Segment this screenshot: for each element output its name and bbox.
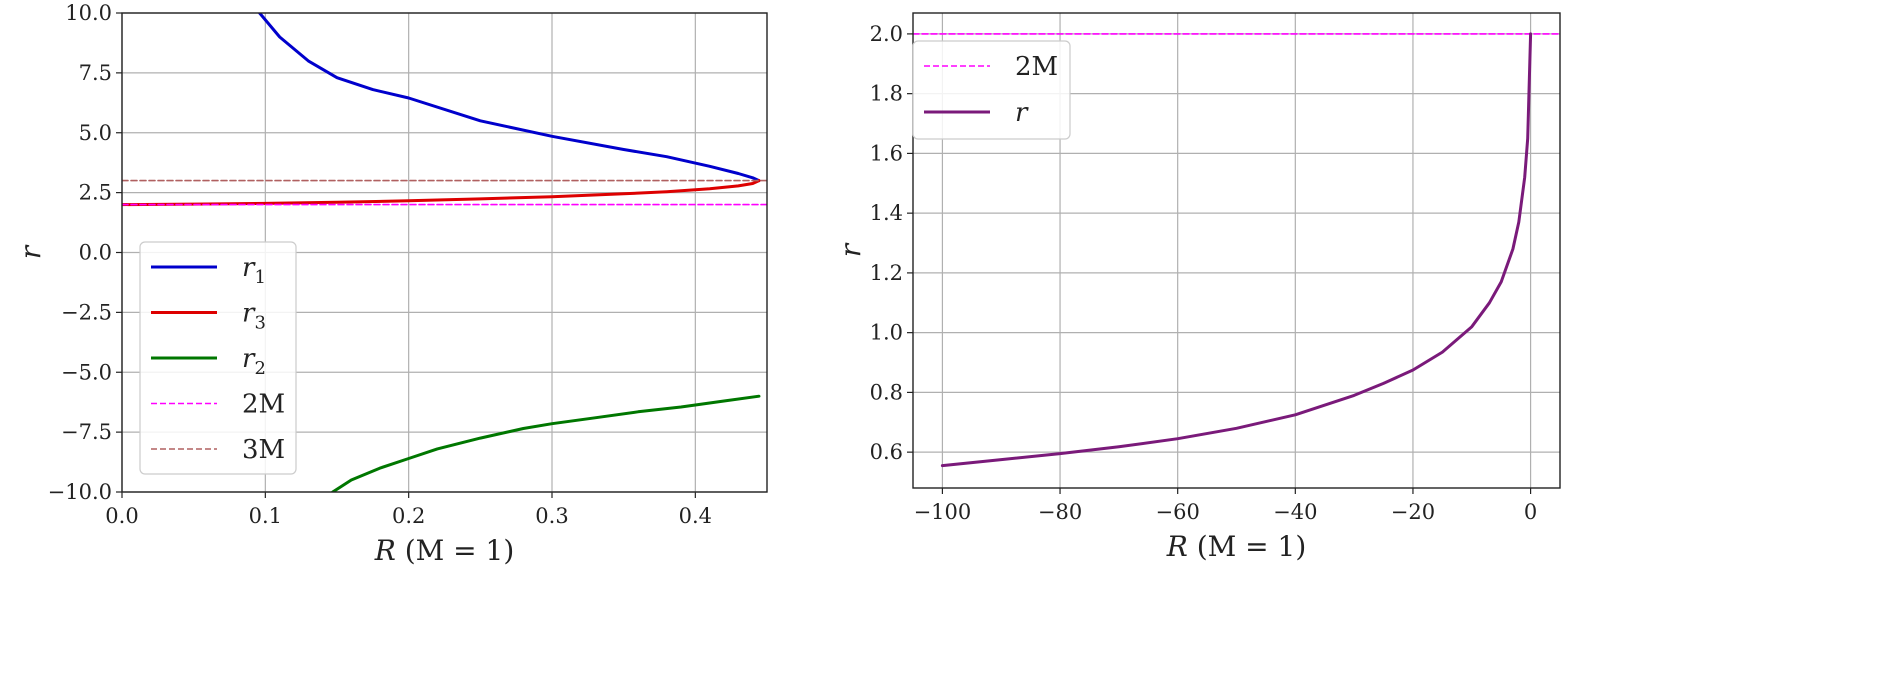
series-line-r1 [258, 13, 761, 183]
y-axis-label: r [834, 242, 867, 257]
y-tick-label: 1.6 [870, 141, 903, 165]
legend-label-3m: 3M [242, 435, 285, 465]
x-axis-label: R (M = 1) [374, 534, 515, 567]
series-line-r3 [122, 179, 761, 207]
x-tick-label: −100 [914, 500, 972, 524]
y-tick-label: −5.0 [61, 360, 112, 384]
y-tick-label: 1.4 [870, 201, 903, 225]
series-group [122, 13, 767, 492]
y-tick-label: 2.0 [870, 22, 903, 46]
right-chart-panel: −100 −80 −60 −40 −20 0 0.6 0.8 1.0 1.2 1.4 1.6 1.8 2.… [834, 12, 1561, 563]
y-tick-label: 10.0 [65, 1, 112, 25]
y-tick-label: 0.6 [870, 440, 903, 464]
series-line-r2 [331, 394, 761, 492]
y-tick-label: 0.8 [870, 380, 903, 404]
y-tick-label: 0.0 [79, 241, 112, 265]
x-tick-label: −20 [1391, 500, 1435, 524]
series-group [913, 32, 1560, 468]
y-tick-label: −7.5 [61, 420, 112, 444]
y-tick-label: −2.5 [61, 300, 112, 324]
y-tick-label: 7.5 [79, 61, 112, 85]
x-tick-label: 0.2 [392, 504, 425, 528]
x-tick-label: −80 [1038, 500, 1082, 524]
left-chart-panel: 0.0 0.1 0.2 0.3 0.4 −10.0 −7.5 −5.0 −2.5 0.0 2.5 5.… [14, 1, 768, 567]
legend-label-2m: 2M [242, 390, 285, 420]
x-tick-label: 0.4 [679, 504, 712, 528]
y-axis-label: r [14, 244, 47, 259]
legend-label-2m: 2M [1015, 52, 1058, 82]
legend: 2M r [912, 40, 1071, 140]
y-tick-label: 5.0 [79, 121, 112, 145]
x-tick-label: −40 [1273, 500, 1317, 524]
y-tick-label: 1.8 [870, 82, 903, 106]
series-line-r [940, 32, 1533, 468]
x-tick-label: 0.1 [249, 504, 282, 528]
x-tick-label: 0.0 [105, 504, 138, 528]
x-tick-label: −60 [1156, 500, 1200, 524]
x-axis-label: R (M = 1) [1166, 530, 1307, 563]
plot-frame [912, 12, 1561, 489]
legend-label-r: r [1015, 98, 1029, 128]
y-tick-label: 2.5 [79, 181, 112, 205]
x-tick-label: 0.3 [535, 504, 568, 528]
y-tick-label: 1.2 [870, 261, 903, 285]
plot-frame [121, 12, 768, 493]
legend-box [139, 241, 297, 475]
y-tick-label: −10.0 [48, 480, 112, 504]
x-tick-label: 0 [1524, 500, 1537, 524]
y-tick-label: 1.0 [870, 321, 903, 345]
